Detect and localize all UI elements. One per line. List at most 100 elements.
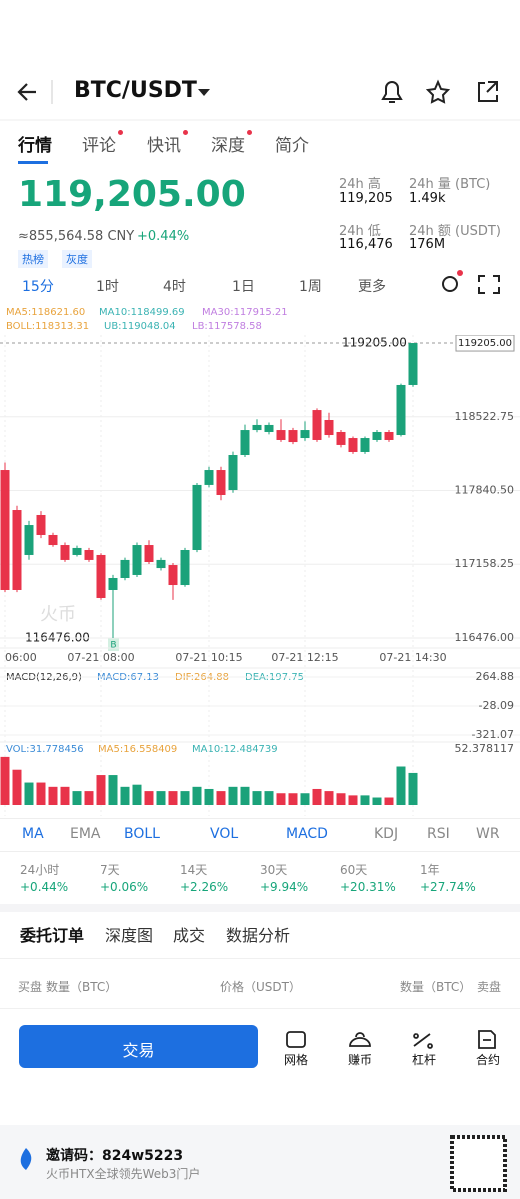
stat-value: 116,476 [339, 237, 393, 252]
interval[interactable]: 1日 [232, 279, 255, 295]
volume-bar [228, 786, 238, 805]
candle [372, 431, 382, 440]
perf-label: 7天 [100, 863, 120, 877]
indicator-tab[interactable]: KDJ [374, 826, 399, 842]
margin-icon[interactable] [413, 1033, 433, 1049]
order-header: 卖盘 [477, 980, 502, 994]
candle [156, 559, 166, 569]
volume-bar [312, 788, 322, 805]
badge [118, 130, 123, 135]
candle [240, 430, 250, 456]
caret[interactable] [198, 89, 210, 96]
macd-tick-label: -321.07 [472, 728, 514, 741]
tab[interactable]: 评论 [82, 136, 116, 156]
trade-button[interactable] [19, 1025, 258, 1068]
earn-icon[interactable] [349, 1032, 371, 1047]
candle [132, 545, 142, 575]
star-icon[interactable] [425, 79, 451, 104]
legend: UB:119048.04 [104, 321, 176, 332]
interval[interactable]: 1时 [96, 279, 119, 295]
indicator-tab[interactable]: WR [476, 826, 500, 842]
change: +0.44% [137, 229, 190, 244]
indicator-tab[interactable]: BOLL [124, 826, 160, 842]
candle [276, 430, 286, 440]
indicator-tab[interactable]: MA [22, 826, 44, 842]
volume-bar [336, 793, 346, 805]
x-tick-label: 06:00 [5, 651, 37, 664]
badge [247, 130, 252, 135]
candle [264, 424, 274, 432]
interval[interactable]: 更多 [358, 279, 386, 295]
tab[interactable]: 深度 [211, 136, 245, 156]
volume-bar [252, 791, 262, 805]
volume-bar [372, 797, 382, 805]
share-icon[interactable] [478, 81, 498, 102]
last-price-label: 119205.00 [342, 336, 407, 350]
tab[interactable]: 简介 [275, 136, 309, 156]
grid-icon[interactable] [286, 1031, 306, 1048]
candle [48, 534, 58, 546]
action-label[interactable]: 合约 [476, 1053, 501, 1067]
candle [384, 431, 394, 440]
macd-tick-label: -28.09 [479, 699, 514, 712]
candle [120, 559, 130, 578]
indicator-tab[interactable]: RSI [427, 826, 450, 842]
candle [24, 525, 34, 555]
qr-code[interactable] [450, 1135, 507, 1192]
fullscreen-icon[interactable] [478, 275, 500, 294]
volume-bar [84, 791, 94, 805]
perf-value: +2.26% [180, 880, 229, 894]
volume-bar [48, 786, 58, 805]
pair[interactable]: BTC/USDT [74, 78, 197, 103]
vol-legend: MA5:16.558409 [98, 744, 177, 755]
candle [336, 431, 346, 445]
candle [396, 384, 406, 436]
order-tab[interactable]: 数据分析 [226, 926, 291, 945]
tab[interactable]: 行情 [18, 136, 52, 156]
candle [144, 545, 154, 562]
back-icon[interactable] [17, 83, 36, 101]
tag[interactable]: 灰度 [62, 250, 92, 268]
settings-icon[interactable] [442, 276, 458, 292]
interval[interactable]: 1周 [299, 279, 322, 295]
vol-legend: VOL:31.778456 [6, 744, 84, 755]
candle [408, 343, 418, 385]
action-label[interactable]: 网格 [284, 1053, 309, 1067]
interval[interactable]: 4时 [163, 279, 186, 295]
stat-label: 24h 额 (USDT) [409, 224, 501, 239]
volume-bar [132, 784, 142, 805]
tag[interactable]: 热榜 [18, 250, 48, 268]
divider [0, 818, 520, 819]
volume-bar [12, 769, 22, 805]
interval[interactable]: 15分 [22, 279, 54, 295]
price-tag-label: 119205.00 [458, 338, 512, 349]
y-tick-label: 118522.75 [455, 410, 515, 423]
tab[interactable]: 快讯 [147, 136, 181, 156]
volume-bar [288, 793, 298, 805]
candle [312, 410, 322, 440]
bell-icon[interactable] [381, 81, 403, 103]
chart: 火币 119205.00 116476.00 B MACD(12,26,9) M… [0, 335, 520, 816]
volume-bar [96, 775, 106, 805]
indicator-tab[interactable]: VOL [210, 826, 239, 842]
divider [0, 851, 520, 852]
price-tag [455, 335, 515, 352]
action-label[interactable]: 杠杆 [412, 1053, 437, 1067]
volume-bar [24, 782, 34, 805]
contract-icon[interactable] [478, 1030, 496, 1049]
footer-bg [0, 1125, 520, 1199]
invite-code[interactable]: 邀请码：824w5223 [46, 1148, 184, 1164]
trade-label[interactable]: 交易 [122, 1041, 155, 1060]
volume-bar [216, 791, 226, 805]
buy-marker[interactable]: B [110, 641, 116, 651]
indicator-tab[interactable]: MACD [286, 826, 328, 842]
order-tab[interactable]: 深度图 [105, 926, 154, 945]
order-tab[interactable]: 成交 [173, 926, 206, 945]
order-tab[interactable]: 委托订单 [20, 926, 85, 945]
y-tick-label: 117158.25 [455, 557, 515, 570]
indicator-tab[interactable]: EMA [70, 826, 101, 842]
watermark: 火币 [40, 604, 76, 625]
action-label[interactable]: 赚币 [348, 1053, 373, 1067]
candle [180, 550, 190, 586]
